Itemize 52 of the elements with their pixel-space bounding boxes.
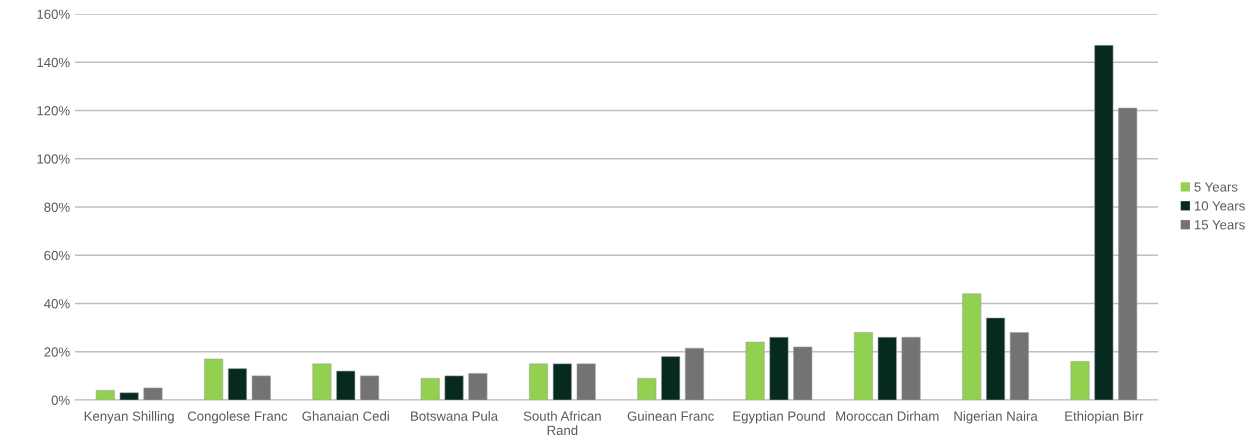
y-tick-label: 140%	[37, 57, 70, 68]
bar	[901, 337, 921, 400]
x-tick-label: Botswana Pula	[411, 411, 499, 421]
legend-label: 15 Years	[1194, 220, 1245, 230]
bar	[986, 317, 1006, 400]
x-tick-label: South African Rand	[523, 411, 601, 436]
legend-label: 5 Years	[1194, 182, 1238, 192]
bar	[420, 378, 440, 400]
bar	[119, 392, 139, 400]
y-tick-label: 20%	[44, 347, 70, 357]
bar	[684, 347, 704, 400]
y-tick-label: 100%	[37, 154, 70, 164]
legend-label: 10 Years	[1194, 201, 1245, 211]
x-tick-label: Moroccan Dirham	[836, 411, 939, 421]
bar	[251, 375, 271, 400]
x-tick-label: Nigerian Naira	[954, 411, 1038, 424]
y-tick-label: 60%	[44, 250, 70, 261]
bar	[1094, 45, 1114, 400]
y-tick-label: 160%	[37, 9, 70, 19]
bar	[745, 341, 765, 400]
x-tick-label: Ghanaian Cedi	[302, 411, 389, 421]
bar	[529, 363, 549, 400]
bar	[312, 363, 332, 400]
bar	[637, 378, 657, 400]
bar	[95, 390, 115, 400]
bar	[769, 337, 789, 400]
y-tick-label: 120%	[37, 106, 70, 116]
bar	[877, 337, 897, 400]
bar	[1118, 107, 1138, 400]
bar	[552, 363, 572, 400]
bar	[962, 293, 982, 400]
bar	[444, 375, 464, 400]
bar	[853, 332, 873, 400]
x-tick-label: Kenyan Shilling	[84, 411, 174, 424]
bar	[227, 368, 247, 400]
bar	[661, 356, 681, 400]
bar	[204, 358, 224, 400]
y-tick-label: 80%	[44, 202, 70, 212]
bar	[793, 346, 813, 400]
bar	[360, 375, 380, 400]
x-tick-label: Egyptian Pound	[733, 411, 825, 424]
bar	[576, 363, 596, 400]
x-tick-label: Guinean Franc	[627, 411, 714, 421]
y-tick-label: 0%	[51, 395, 70, 405]
bar	[468, 373, 488, 400]
bar	[336, 370, 356, 400]
x-tick-label: Congolese Franc	[187, 411, 288, 424]
bar	[1009, 332, 1029, 400]
bar	[1070, 361, 1090, 400]
x-tick-label: Ethiopian Birr	[1065, 411, 1144, 424]
bar	[143, 387, 163, 400]
y-tick-label: 40%	[44, 299, 70, 309]
